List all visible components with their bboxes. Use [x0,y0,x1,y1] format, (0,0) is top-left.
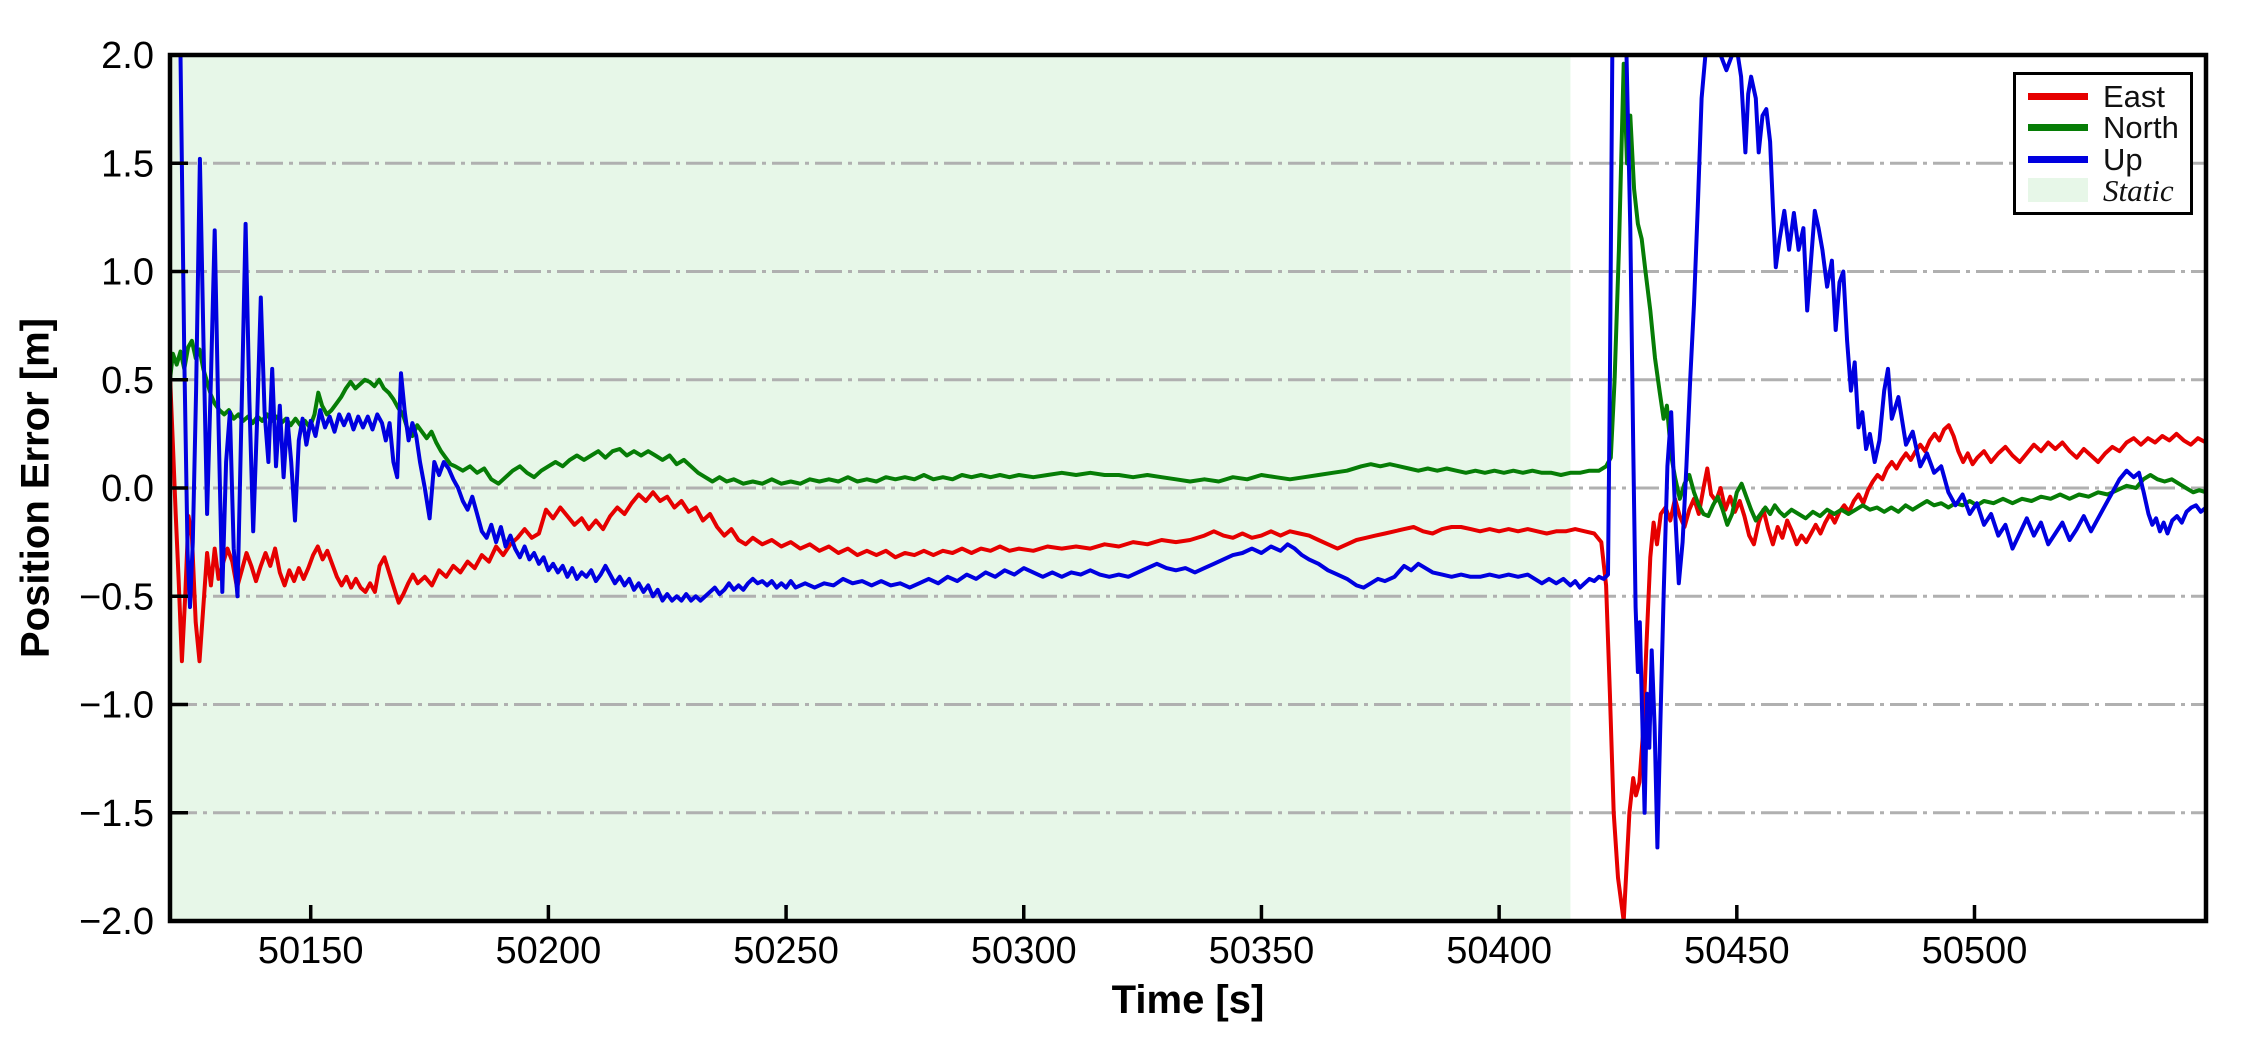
y-tick-label-0.5: 0.5 [101,360,154,402]
y-tick-label-0.0: 0.0 [101,468,154,510]
x-tick-label-50450: 50450 [1684,930,1790,972]
legend-item-up: Up [2028,141,2178,177]
x-tick-label-50200: 50200 [496,930,602,972]
y-tick-label-−1.0: −1.0 [79,685,154,727]
x-tick-label-50150: 50150 [258,930,364,972]
y-tick-label-−1.5: −1.5 [79,793,154,835]
x-tick-label-50250: 50250 [733,930,839,972]
legend-item-east: East [2028,79,2178,115]
y-axis-title: Position Error [m] [13,317,58,659]
y-tick-label-2.0: 2.0 [101,35,154,77]
legend-label-up: Up [2103,141,2143,177]
x-tick-label-50400: 50400 [1446,930,1552,972]
gridlines [170,161,2206,815]
y-tick-label-−2.0: −2.0 [79,901,154,943]
legend-item-north: North [2028,110,2179,146]
series-north-line [169,61,2207,527]
series-lines [169,53,2207,923]
legend-item-static: Static [2028,172,2178,208]
series-east-line [169,373,2207,923]
east-line-sample [2028,93,2088,101]
north-line-sample [2028,124,2088,132]
legend-label-static: Static [2103,172,2174,208]
x-ticks: 50150 50200 50250 50300 50350 50400 50450 50500 [258,905,2027,972]
y-ticks: 2.0 1.5 1.0 0.5 0.0 −0.5 −1.0 −1.5 −2.0 [79,35,188,943]
static-patch-sample [2028,178,2088,203]
legend-label-east: East [2103,79,2166,115]
x-axis-title: Time [s] [1111,978,1265,1022]
y-tick-label-−0.5: −0.5 [79,576,154,618]
legend: East North Up Static [2013,72,2193,215]
series-up-line [169,53,2207,850]
legend-label-north: North [2103,110,2179,146]
x-tick-label-50500: 50500 [1922,930,2028,972]
y-tick-label-1.0: 1.0 [101,252,154,294]
x-tick-label-50350: 50350 [1209,930,1315,972]
x-tick-label-50300: 50300 [971,930,1077,972]
y-tick-label-1.5: 1.5 [101,143,154,185]
up-line-sample [2028,155,2088,163]
